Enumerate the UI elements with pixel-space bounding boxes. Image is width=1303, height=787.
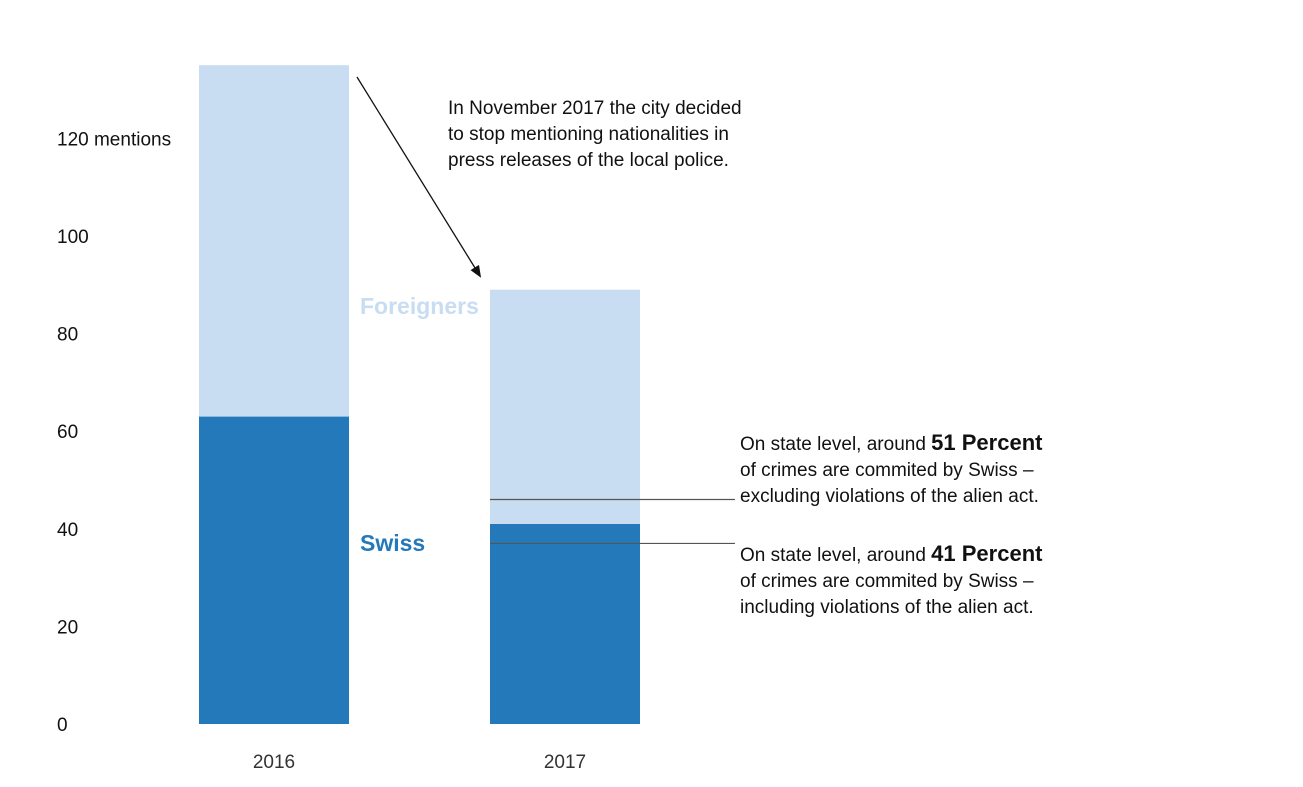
bar-2017-foreigners	[490, 289, 640, 524]
y-tick-label: 0	[57, 715, 68, 736]
bar-2016-foreigners	[199, 65, 349, 417]
annotation-51-prefix: On state level, around	[740, 434, 932, 455]
policy-annotation: In November 2017 the city decided to sto…	[448, 96, 748, 174]
y-tick-label: 40	[57, 520, 78, 541]
policy-annotation-text: In November 2017 the city decided to sto…	[448, 98, 742, 171]
y-tick-label: 80	[57, 325, 78, 346]
annotation-41-prefix: On state level, around	[740, 545, 932, 566]
annotation-51-line3: excluding violations of the alien act.	[740, 486, 1039, 507]
y-axis: 0 20 40 60 80 100 120 mentions	[57, 129, 171, 736]
annotation-41-value: 41 Percent	[931, 541, 1043, 566]
reference-lines	[490, 498, 735, 545]
annotation-41-line2: of crimes are commited by Swiss –	[740, 571, 1034, 592]
y-tick-label: 100	[57, 227, 89, 248]
y-tick-label: 20	[57, 617, 78, 638]
bar-2017-swiss	[490, 523, 640, 724]
annotation-41-line3: including violations of the alien act.	[740, 597, 1034, 618]
x-tick-label: 2017	[544, 752, 586, 773]
x-tick-label: 2016	[253, 752, 295, 773]
series-label-swiss: Swiss	[360, 530, 425, 556]
series-label-foreigners: Foreigners	[360, 293, 479, 319]
x-axis: 2016 2017	[253, 752, 586, 773]
y-tick-label: 120 mentions	[57, 129, 171, 150]
bar-2016-swiss	[199, 416, 349, 724]
annotation-51-percent: On state level, around 51 Percent of cri…	[740, 430, 1160, 510]
series-labels: Swiss Foreigners	[360, 293, 479, 556]
bars	[199, 65, 640, 724]
annotation-51-value: 51 Percent	[931, 430, 1043, 455]
annotation-51-line2: of crimes are commited by Swiss –	[740, 460, 1034, 481]
annotation-arrow	[356, 76, 482, 278]
annotation-41-percent: On state level, around 41 Percent of cri…	[740, 541, 1160, 621]
y-tick-label: 60	[57, 422, 78, 443]
